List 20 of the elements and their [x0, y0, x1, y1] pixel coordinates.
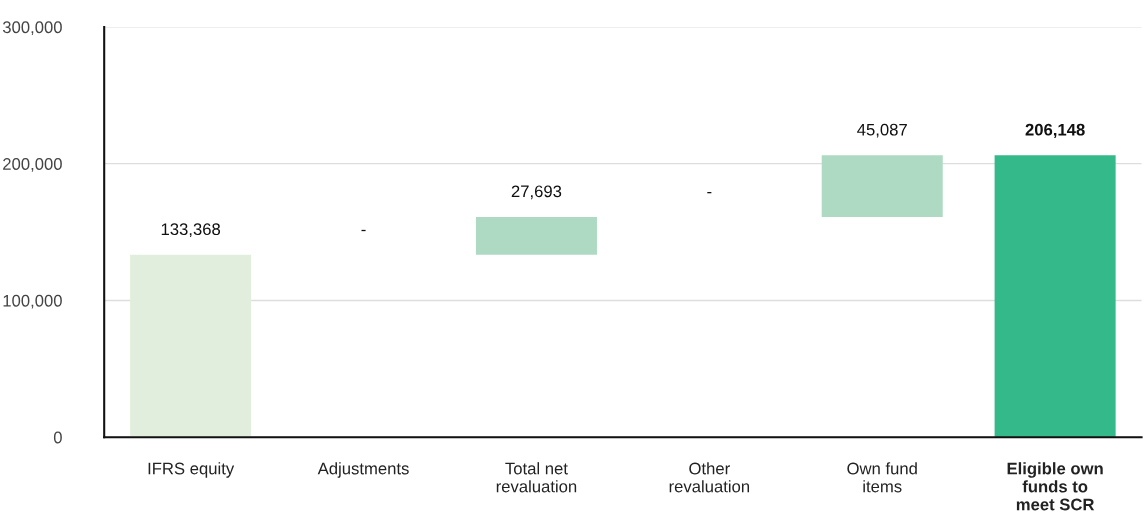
- x-tick-label: Total net revaluation: [496, 462, 577, 493]
- y-tick-label: 300,000: [2, 21, 62, 36]
- y-tick-label: 100,000: [3, 294, 62, 309]
- x-tick-label: Adjustments: [317, 462, 409, 478]
- data-label: 206,148: [1025, 123, 1085, 138]
- bar: [475, 216, 597, 255]
- bar: [821, 155, 943, 217]
- x-tick-label: Own fund items: [847, 462, 917, 493]
- annotation: -: [361, 229, 366, 232]
- bar: [994, 155, 1116, 438]
- annotation: -: [707, 191, 712, 194]
- data-label: 133,368: [161, 223, 221, 238]
- bar: [130, 254, 252, 438]
- x-tick-label: Other revaluation: [669, 462, 750, 493]
- x-tick-label: IFRS equity: [148, 462, 235, 478]
- y-tick-label: 0: [53, 431, 62, 444]
- data-label: 27,693: [511, 185, 562, 200]
- data-label: 45,087: [857, 123, 907, 138]
- x-tick-label: Eligible own funds to meet SCR: [1007, 462, 1103, 511]
- y-tick-label: 200,000: [3, 158, 62, 172]
